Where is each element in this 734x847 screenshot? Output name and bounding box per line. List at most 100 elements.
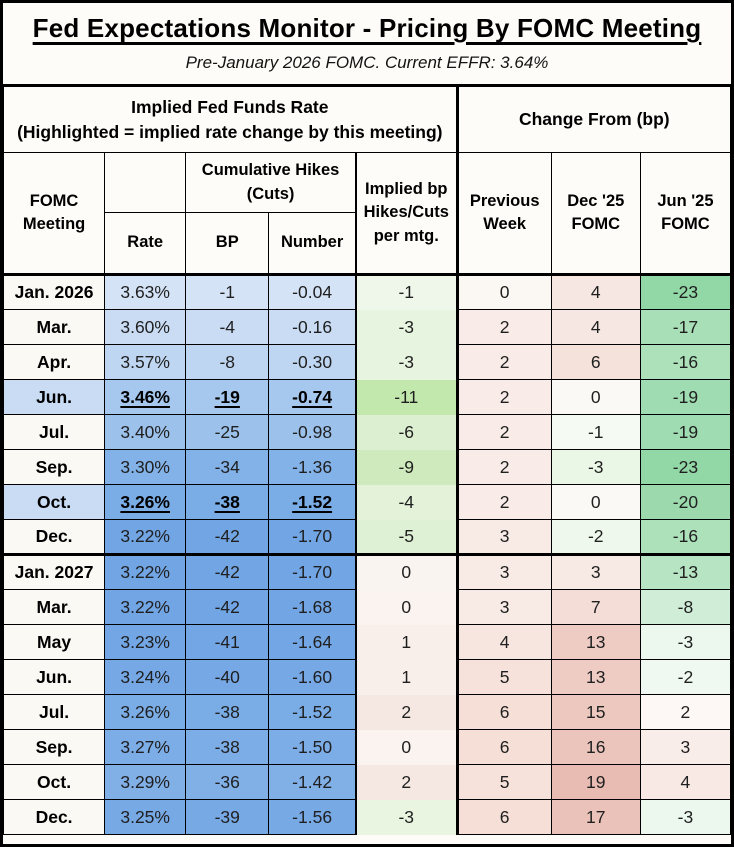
cell-dec25: 19	[550, 764, 641, 800]
cell-rate: 3.26%	[104, 484, 187, 520]
table-row: Sep. 3.27% -38 -1.50 0 6 16 3	[3, 729, 731, 765]
cell-bp: -8	[185, 344, 270, 380]
cell-bp: -38	[185, 484, 270, 520]
cell-rate: 3.23%	[104, 624, 187, 660]
cell-number: -1.60	[268, 659, 357, 695]
cell-dec25: 15	[550, 694, 641, 730]
cell-meeting: Sep.	[3, 729, 106, 765]
cell-meeting: Jan. 2027	[3, 553, 106, 590]
cell-dec25: 0	[550, 379, 641, 415]
cell-meeting: Apr.	[3, 344, 106, 380]
header-previous-week: Previous Week	[455, 152, 552, 275]
cell-implied: -1	[354, 273, 459, 310]
cell-jun25: -23	[639, 449, 731, 485]
fed-funds-table: Implied Fed Funds Rate (Highlighted = im…	[3, 86, 731, 835]
cell-jun25: -3	[639, 624, 731, 660]
empty-header-cell	[104, 152, 187, 213]
cell-jun25: -20	[639, 484, 731, 520]
page-subtitle: Pre-January 2026 FOMC. Current EFFR: 3.6…	[185, 53, 549, 72]
table-row: Jun. 3.46% -19 -0.74 -11 2 0 -19	[3, 379, 731, 415]
cell-prev-week: 4	[455, 624, 552, 660]
group-header-row: Implied Fed Funds Rate (Highlighted = im…	[3, 86, 731, 153]
header-dec25-fomc: Dec '25 FOMC	[550, 152, 641, 275]
cell-rate: 3.46%	[104, 379, 187, 415]
cell-bp: -38	[185, 729, 270, 765]
cell-meeting: Sep.	[3, 449, 106, 485]
page-title: Fed Expectations Monitor - Pricing By FO…	[32, 13, 702, 43]
cell-implied: -11	[354, 379, 459, 415]
cell-prev-week: 3	[455, 519, 552, 555]
cell-bp: -39	[185, 799, 270, 835]
table-row: Mar. 3.22% -42 -1.68 0 3 7 -8	[3, 589, 731, 625]
cell-prev-week: 6	[455, 694, 552, 730]
cell-number: -1.70	[268, 519, 357, 555]
header-change-from-group: Change From (bp)	[455, 86, 731, 153]
cell-bp: -42	[185, 553, 270, 590]
cell-bp: -36	[185, 764, 270, 800]
cell-rate: 3.30%	[104, 449, 187, 485]
cell-jun25: -3	[639, 799, 731, 835]
cell-dec25: 17	[550, 799, 641, 835]
cell-number: -1.36	[268, 449, 357, 485]
cell-prev-week: 2	[455, 449, 552, 485]
cell-jun25: 4	[639, 764, 731, 800]
cell-meeting: Mar.	[3, 309, 106, 345]
cell-implied: -3	[354, 799, 459, 835]
cell-number: -0.04	[268, 273, 357, 310]
cell-bp: -41	[185, 624, 270, 660]
cell-bp: -42	[185, 519, 270, 555]
cell-meeting: Mar.	[3, 589, 106, 625]
cell-implied: 1	[354, 624, 459, 660]
cell-number: -1.50	[268, 729, 357, 765]
cell-prev-week: 2	[455, 484, 552, 520]
cell-number: -1.64	[268, 624, 357, 660]
cell-number: -1.68	[268, 589, 357, 625]
cell-number: -1.52	[268, 694, 357, 730]
cell-bp: -42	[185, 589, 270, 625]
cell-meeting: Jun.	[3, 659, 106, 695]
table-row: Jan. 2027 3.22% -42 -1.70 0 3 3 -13	[3, 553, 731, 590]
cell-prev-week: 2	[455, 414, 552, 450]
cell-dec25: 3	[550, 553, 641, 590]
cell-bp: -1	[185, 273, 270, 310]
cell-rate: 3.22%	[104, 519, 187, 555]
cell-jun25: -8	[639, 589, 731, 625]
header-jun25-fomc: Jun '25 FOMC	[639, 152, 731, 275]
cell-meeting: Jul.	[3, 694, 106, 730]
cell-meeting: Dec.	[3, 799, 106, 835]
cell-rate: 3.22%	[104, 589, 187, 625]
cell-prev-week: 6	[455, 799, 552, 835]
table-row: May 3.23% -41 -1.64 1 4 13 -3	[3, 624, 731, 660]
cell-prev-week: 2	[455, 379, 552, 415]
cell-prev-week: 3	[455, 589, 552, 625]
table-body: Jan. 2026 3.63% -1 -0.04 -1 0 4 -23 Mar. 3.60% -4-…	[3, 273, 731, 835]
cell-jun25: -23	[639, 273, 731, 310]
cell-rate: 3.57%	[104, 344, 187, 380]
cell-meeting: Oct.	[3, 764, 106, 800]
header-rate: Rate	[104, 212, 187, 275]
table-row: Mar. 3.60% -4 -0.16 -3 2 4 -17	[3, 309, 731, 345]
table-row: Jul. 3.40% -25 -0.98 -6 2 -1 -19	[3, 414, 731, 450]
cell-dec25: 16	[550, 729, 641, 765]
cell-number: -0.98	[268, 414, 357, 450]
table-row: Apr. 3.57% -8 -0.30 -3 2 6 -16	[3, 344, 731, 380]
cell-dec25: -2	[550, 519, 641, 555]
cell-number: -1.42	[268, 764, 357, 800]
cell-rate: 3.63%	[104, 273, 187, 310]
cell-bp: -19	[185, 379, 270, 415]
cell-meeting: Jul.	[3, 414, 106, 450]
cell-meeting: May	[3, 624, 106, 660]
cell-implied: -5	[354, 519, 459, 555]
table-row: Dec. 3.22% -42 -1.70 -5 3 -2 -16	[3, 519, 731, 555]
column-header-row-top: FOMC Meeting Cumulative Hikes (Cuts) Imp…	[3, 152, 731, 275]
cell-implied: -6	[354, 414, 459, 450]
table-row: Oct. 3.26% -38 -1.52 -4 2 0 -20	[3, 484, 731, 520]
cell-implied: -3	[354, 344, 459, 380]
cell-number: -1.52	[268, 484, 357, 520]
cell-bp: -25	[185, 414, 270, 450]
table-row: Sep. 3.30% -34 -1.36 -9 2 -3 -23	[3, 449, 731, 485]
cell-dec25: 7	[550, 589, 641, 625]
table-row: Jun. 3.24% -40 -1.60 1 5 13 -2	[3, 659, 731, 695]
cell-number: -1.70	[268, 553, 357, 590]
cell-dec25: 4	[550, 309, 641, 345]
